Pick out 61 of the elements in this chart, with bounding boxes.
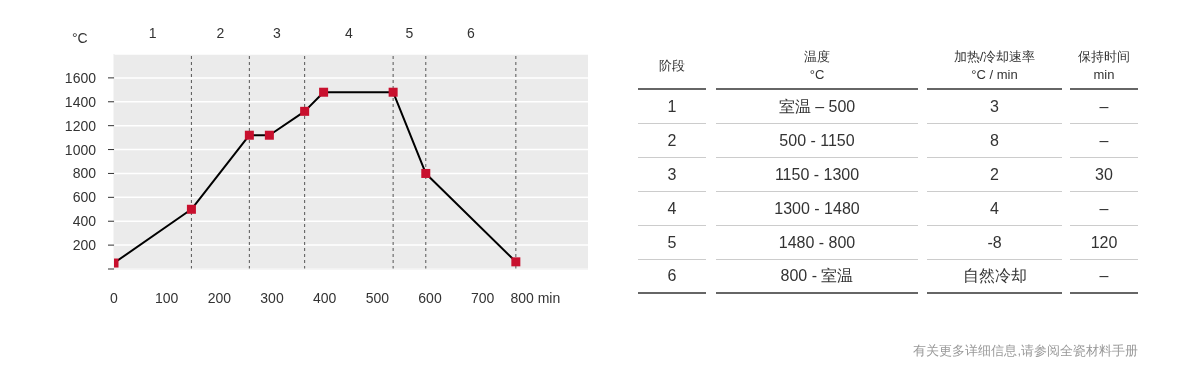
text: 1 <box>638 90 706 124</box>
x-tick-label: 600 <box>418 289 442 306</box>
x-tick-label: 300 <box>260 289 284 306</box>
y-tick-label: 200 <box>72 237 97 254</box>
text: – <box>1070 124 1138 158</box>
text: 30 <box>1070 158 1138 192</box>
text: 500 - 1150 <box>716 124 918 158</box>
text: 1480 - 800 <box>716 226 918 260</box>
text: 3 <box>273 25 282 41</box>
text: 2 <box>216 25 225 41</box>
point <box>511 257 521 267</box>
text: 3 <box>927 90 1062 124</box>
y-tick-label: 600 <box>72 189 97 206</box>
text: 加热/冷却速率 °C / min <box>927 44 1062 90</box>
text: 5 <box>405 25 414 41</box>
y-axis-title: °C <box>72 30 88 46</box>
text: 6 <box>466 25 475 41</box>
text: – <box>1070 90 1138 124</box>
text: 8 <box>927 124 1062 158</box>
text: 5 <box>638 226 706 260</box>
text: 阶段 <box>638 44 706 90</box>
x-tick-label: 700 <box>470 289 495 306</box>
text: 6 <box>638 260 706 294</box>
text: 2 <box>638 124 706 158</box>
text: 温度 °C <box>716 44 918 90</box>
text: 4 <box>344 25 353 41</box>
text: 4 <box>638 192 706 226</box>
text: 1 <box>148 25 157 41</box>
text: 800 - 室温 <box>716 260 918 294</box>
text: 自然冷却 <box>927 260 1062 294</box>
y-tick-label: 800 <box>72 165 97 182</box>
text: 1150 - 1300 <box>716 158 918 192</box>
x-tick-label: 0 <box>110 289 119 306</box>
text: – <box>1070 260 1138 294</box>
text: 1300 - 1480 <box>716 192 918 226</box>
text: 室温 – 500 <box>716 90 918 124</box>
y-tick-label: 1400 <box>64 93 97 110</box>
point <box>264 130 274 140</box>
x-tick-label: 800 min <box>510 289 561 306</box>
x-tick-label: 200 <box>207 289 232 306</box>
x-tick-label: 400 <box>312 289 337 306</box>
text: 4 <box>927 192 1062 226</box>
point <box>244 130 254 140</box>
text: – <box>1070 192 1138 226</box>
text: 2 <box>927 158 1062 192</box>
text: 有关更多详细信息,请参阅全瓷材料手册 <box>913 342 1138 360</box>
y-tick-label: 400 <box>72 213 97 230</box>
y-tick-label: 1000 <box>64 141 97 158</box>
point <box>300 106 310 116</box>
y-tick-label: 1200 <box>64 117 97 134</box>
x-tick-label: 100 <box>154 289 179 306</box>
x-tick-label: 500 <box>365 289 390 306</box>
text: -8 <box>927 226 1062 260</box>
text: 120 <box>1070 226 1138 260</box>
point <box>186 204 196 214</box>
point <box>388 87 398 97</box>
point <box>421 168 431 178</box>
point <box>319 87 329 97</box>
text: 保持时间 min <box>1070 44 1138 90</box>
y-tick-label: 1600 <box>64 69 97 86</box>
text: 3 <box>638 158 706 192</box>
